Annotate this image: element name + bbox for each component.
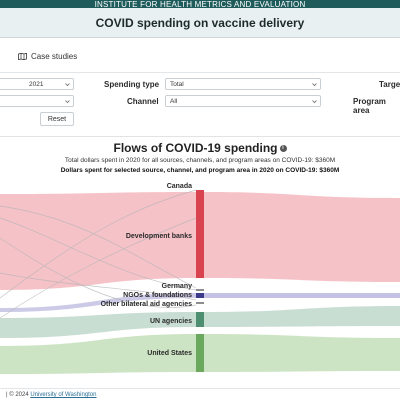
flow-united-states-right[interactable] — [204, 334, 400, 372]
chart-subtitle-selected: Dollars spent for selected source, chann… — [60, 167, 340, 174]
chevron-down-icon — [65, 100, 70, 104]
footer-copyright: | © 2024 University of Washington — [6, 392, 97, 398]
node-other-bilateral[interactable] — [196, 302, 204, 304]
info-icon[interactable]: i — [279, 145, 287, 153]
tab-row: Case studies — [0, 46, 400, 68]
chevron-down-icon — [312, 100, 317, 104]
chevron-down-icon — [312, 83, 317, 87]
sankey-chart: Canada Development banks Germany NGOs & … — [0, 183, 400, 374]
channel-select[interactable]: All — [165, 95, 321, 107]
spending-type-label: Spending type — [104, 80, 160, 89]
flow-ngos-right[interactable] — [204, 293, 400, 298]
page-title: COVID spending on vaccine delivery — [95, 16, 305, 30]
chart-title: Flows of COVID-19 spending i — [0, 141, 400, 155]
source-select[interactable] — [0, 95, 74, 107]
spending-type-value: Total — [170, 81, 184, 88]
year-value: 2021 — [29, 81, 44, 88]
minor-flow-lines — [0, 189, 197, 319]
label-germany: Germany — [162, 283, 192, 290]
title-bar: COVID spending on vaccine delivery — [0, 8, 400, 38]
flow-development-banks-right[interactable] — [204, 192, 400, 282]
footer: | © 2024 University of Washington — [0, 388, 400, 401]
org-banner: INSTITUTE FOR HEALTH METRICS AND EVALUAT… — [0, 0, 400, 8]
chart-title-text: Flows of COVID-19 spending — [113, 141, 278, 155]
node-development-banks[interactable] — [196, 192, 204, 278]
org-name: INSTITUTE FOR HEALTH METRICS AND EVALUAT… — [94, 0, 306, 8]
label-united-states: United States — [147, 350, 192, 357]
node-canada[interactable] — [196, 190, 204, 192]
target-label: Targe — [379, 80, 400, 89]
label-development-banks: Development banks — [126, 233, 192, 240]
channel-value: All — [170, 98, 178, 105]
label-other-bilateral: Other bilateral aid agencies — [101, 301, 193, 308]
chart-subtitle-total: Total dollars spent in 2020 for all sour… — [64, 157, 336, 164]
label-un-agencies: UN agencies — [150, 318, 192, 325]
node-germany[interactable] — [196, 289, 204, 291]
flow-ngos-left[interactable] — [0, 293, 196, 312]
university-link[interactable]: University of Washington — [30, 392, 97, 398]
label-ngos-foundations: NGOs & foundations — [123, 292, 192, 299]
map-icon — [18, 53, 27, 60]
node-united-states[interactable] — [196, 334, 204, 372]
flow-united-states-left[interactable] — [0, 334, 196, 374]
node-un-agencies[interactable] — [196, 312, 204, 327]
node-ngos-foundations[interactable] — [196, 293, 204, 298]
program-area-label: Program area — [353, 97, 386, 115]
spending-type-select[interactable]: Total — [165, 78, 321, 90]
case-studies-label: Case studies — [31, 52, 78, 61]
flow-un-agencies-right[interactable] — [204, 306, 400, 327]
copyright-text: © 2024 — [9, 392, 29, 398]
label-canada: Canada — [167, 183, 192, 190]
flow-development-banks-left[interactable] — [0, 192, 196, 290]
chart-panel — [0, 136, 400, 387]
flow-un-agencies-left[interactable] — [0, 312, 196, 338]
year-select[interactable]: 2021 — [0, 78, 74, 90]
reset-button[interactable]: Reset — [40, 112, 74, 126]
chevron-down-icon — [65, 83, 70, 87]
channel-label: Channel — [127, 97, 159, 106]
tab-case-studies[interactable]: Case studies — [18, 52, 77, 61]
divider — [0, 72, 400, 73]
